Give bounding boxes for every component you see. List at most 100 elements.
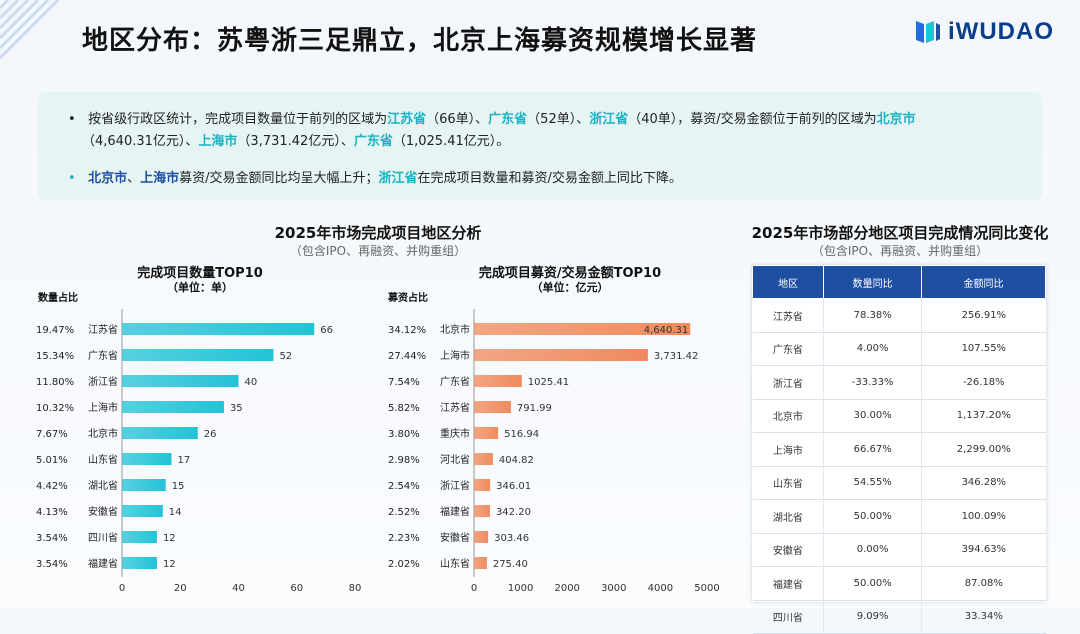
yoy-table-row: 江苏省 78.38% 256.91% [752, 298, 1046, 333]
chart2-x-tick-label: 2000 [554, 583, 579, 594]
chart2-share-label: 3.80% [388, 429, 420, 440]
chart1-bar [122, 557, 157, 569]
count-yoy-cell: -33.33% [823, 365, 923, 400]
summary-bullet-1: • 按省级行政区统计，完成项目数量位于前列的区域为江苏省（66单）、广东省（52… [68, 112, 916, 149]
chart1-category-label: 山东省 [88, 453, 118, 466]
logo-text: iWUDAO [948, 18, 1054, 45]
chart2-share-label: 34.12% [388, 325, 426, 336]
chart1-bar [122, 531, 157, 543]
count-yoy-cell: 50.00% [823, 566, 923, 601]
chart2-category-label: 浙江省 [440, 479, 470, 492]
chart1-share-label: 5.01% [36, 455, 68, 466]
summary-bullet-2: • 北京市、上海市募资/交易金额同比均呈大幅上升；浙江省在完成项目数量和募资/交… [68, 171, 682, 186]
yoy-table-row: 安徽省 0.00% 394.63% [752, 533, 1046, 567]
chart2-share-label: 2.54% [388, 481, 420, 492]
chart2-share-label: 5.82% [388, 403, 420, 414]
chart2-value-label: 346.01 [496, 481, 531, 492]
count-yoy-cell: 78.38% [823, 298, 923, 333]
count-yoy-cell: 66.67% [823, 432, 923, 467]
chart1-value-label: 12 [163, 559, 176, 570]
chart2-category-label: 北京市 [440, 323, 470, 336]
amount-yoy-cell: -26.18% [921, 365, 1046, 400]
yoy-table-row: 北京市 30.00% 1,137.20% [752, 399, 1046, 433]
yoy-table-header-row: 地区 数量同比 金额同比 [751, 265, 1046, 299]
count-yoy-cell: 30.00% [823, 399, 923, 433]
yoy-table-row: 广东省 4.00% 107.55% [752, 332, 1046, 366]
chart2-title: 完成项目募资/交易金额TOP10 [478, 266, 662, 281]
chart2-value-label: 791.99 [517, 403, 552, 414]
right-section-subtitle: （包含IPO、再融资、并购重组） [811, 244, 989, 258]
chart1-x-tick-label: 0 [119, 583, 125, 594]
left-section-subtitle: （包含IPO、再融资、并购重组） [289, 244, 467, 258]
region-cell: 福建省 [752, 566, 825, 601]
yoy-table-container: 地区 数量同比 金额同比 江苏省 78.38% 256.91% 广东省 4.00% 107… [751, 265, 1046, 634]
region-cell: 山东省 [752, 466, 825, 500]
chart1-subtitle: （单位：单） [167, 281, 233, 294]
chart1-share-label: 10.32% [36, 403, 74, 414]
chart2-value-label: 342.20 [496, 507, 531, 518]
chart2-bar [474, 505, 490, 517]
amount-yoy-cell: 100.09% [921, 499, 1046, 534]
chart1-category-label: 浙江省 [88, 375, 118, 388]
summary-box: • 按省级行政区统计，完成项目数量位于前列的区域为江苏省（66单）、广东省（52… [38, 92, 1042, 200]
chart2-category-label: 上海市 [440, 349, 470, 362]
page-title: 地区分布：苏粤浙三足鼎立，北京上海募资规模增长显著 [82, 26, 758, 56]
region-cell: 北京市 [752, 399, 825, 433]
chart1-x-tick-label: 60 [290, 583, 303, 594]
chart1-value-label: 52 [279, 351, 292, 362]
chart2-subtitle: （单位：亿元） [531, 281, 609, 294]
count-yoy-cell: 4.00% [823, 332, 923, 366]
chart2-bar [474, 401, 511, 413]
region-cell: 四川省 [752, 600, 825, 634]
yoy-table-row: 山东省 54.55% 346.28% [752, 466, 1046, 500]
chart1-value-label: 40 [245, 377, 258, 388]
left-section-title: 2025年市场完成项目地区分析 [274, 224, 482, 242]
chart2-category-label: 广东省 [440, 375, 470, 388]
count-yoy-cell: 50.00% [823, 499, 923, 534]
fundraising-amount-chart: 34.12% 北京市 4,640.31 27.44% 上海市 3,731.42 7.54% 广… [388, 309, 720, 594]
project-count-chart: 19.47% 江苏省 66 15.34% 广东省 52 11.80% 浙江省 40 10.32% 上… [36, 309, 361, 594]
chart1-category-label: 湖北省 [88, 479, 118, 492]
chart1-share-label: 11.80% [36, 377, 74, 388]
amount-yoy-cell: 107.55% [921, 332, 1046, 366]
chart1-bar [122, 505, 163, 517]
chart2-value-label: 404.82 [499, 455, 534, 466]
chart2-share-label: 2.02% [388, 559, 420, 570]
yoy-table-row: 四川省 9.09% 33.34% [752, 600, 1046, 634]
chart1-category-label: 广东省 [88, 349, 118, 362]
chart1-share-label: 4.42% [36, 481, 68, 492]
chart1-bar [122, 323, 315, 335]
chart1-x-tick-label: 20 [174, 583, 187, 594]
chart1-category-label: 江苏省 [88, 323, 118, 336]
right-section-title: 2025年市场部分地区项目完成情况同比变化 [751, 224, 1049, 242]
count-yoy-cell: 0.00% [823, 533, 923, 567]
region-cell: 浙江省 [752, 365, 825, 400]
chart2-share-label: 募资占比 [388, 293, 428, 304]
chart2-category-label: 山东省 [440, 557, 470, 570]
chart2-bar [474, 427, 499, 439]
chart1-value-label: 15 [172, 481, 185, 492]
amount-yoy-cell: 256.91% [921, 298, 1046, 333]
yoy-table-header: 地区 [751, 265, 825, 299]
amount-yoy-cell: 394.63% [921, 533, 1046, 567]
chart1-category-label: 北京市 [88, 427, 118, 440]
chart2-value-label: 303.46 [494, 533, 529, 544]
chart2-bar [474, 557, 487, 569]
amount-yoy-cell: 2,299.00% [921, 432, 1046, 467]
region-cell: 安徽省 [752, 533, 825, 567]
chart1-bar [122, 401, 224, 413]
chart2-category-label: 江苏省 [440, 401, 470, 414]
yoy-table-row: 福建省 50.00% 87.08% [752, 566, 1046, 601]
chart1-category-label: 安徽省 [88, 505, 118, 518]
amount-yoy-cell: 346.28% [921, 466, 1046, 500]
region-cell: 广东省 [752, 332, 825, 366]
yoy-table: 地区 数量同比 金额同比 江苏省 78.38% 256.91% 广东省 4.00% 107… [751, 265, 1046, 634]
chart1-value-label: 66 [320, 325, 333, 336]
chart1-share-label: 15.34% [36, 351, 74, 362]
chart1-title: 完成项目数量TOP10 [137, 266, 263, 281]
chart1-share-label: 4.13% [36, 507, 68, 518]
chart1-value-label: 26 [204, 429, 217, 440]
chart2-x-tick-label: 0 [471, 583, 477, 594]
chart2-bar [474, 349, 648, 361]
